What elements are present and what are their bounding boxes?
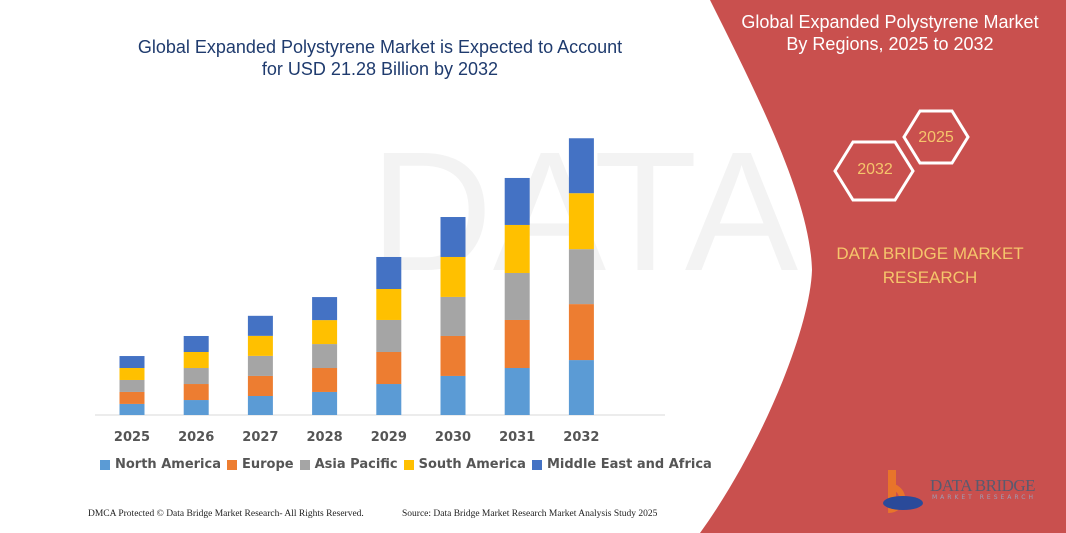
footer-source: Source: Data Bridge Market Research Mark… (402, 509, 658, 519)
x-tick-2027: 2027 (242, 430, 278, 445)
chart-title-line2: for USD 21.28 Billion by 2032 (261, 59, 499, 79)
chart-legend: North America Europe Asia Pacific South Ame… (100, 457, 712, 472)
legend-swatch (299, 459, 310, 470)
legend-label: Europe (242, 457, 294, 472)
bar-2028-asia-pacific (312, 344, 338, 369)
bar-2026-middle-east-and-africa (183, 335, 209, 352)
chart-title: Global Expanded Polystyrene Market is Ex… (100, 36, 660, 80)
x-tick-2025: 2025 (114, 430, 150, 445)
bar-2025-south-america (119, 368, 145, 380)
hex-2025-label: 2025 (918, 129, 954, 146)
bar-2026-south-america (183, 351, 209, 369)
bar-2027-asia-pacific (247, 355, 273, 376)
bar-2029-middle-east-and-africa (376, 256, 402, 289)
panel-title: Global Expanded Polystyrene Market By Re… (725, 11, 1055, 55)
bar-2025-asia-pacific (119, 379, 145, 392)
x-tick-2028: 2028 (307, 430, 343, 445)
bar-2030-north-america (440, 375, 466, 415)
bar-2026-asia-pacific (183, 368, 209, 385)
bar-2030-asia-pacific (440, 296, 466, 336)
bar-2031-north-america (504, 368, 530, 415)
hex-2032-label: 2032 (857, 161, 893, 178)
bar-2028-north-america (312, 391, 338, 415)
bar-2032-north-america (568, 360, 594, 415)
bar-2029-asia-pacific (376, 319, 402, 352)
brand-line1: DATA BRIDGE MARKET (836, 244, 1024, 263)
bar-2026-north-america (183, 400, 209, 415)
legend-swatch (531, 459, 542, 470)
legend-label: South America (418, 457, 526, 472)
x-tick-2026: 2026 (178, 430, 214, 445)
legend-item: South America (403, 457, 526, 472)
bar-2029-north-america (376, 384, 402, 415)
x-tick-2029: 2029 (371, 430, 407, 445)
bar-2031-europe (504, 319, 530, 369)
bar-2029-europe (376, 351, 402, 385)
bar-2031-south-america (504, 224, 530, 273)
bar-2027-north-america (247, 395, 273, 415)
chart-bars (119, 138, 594, 415)
panel-title-line2: By Regions, 2025 to 2032 (786, 34, 994, 54)
logo-icon (883, 470, 923, 513)
footer-copyright: DMCA Protected © Data Bridge Market Rese… (88, 509, 364, 519)
legend-label: North America (115, 457, 221, 472)
bar-2028-europe (312, 368, 338, 392)
bar-2031-middle-east-and-africa (504, 177, 530, 225)
brand-line2: RESEARCH (882, 268, 978, 287)
bar-2027-middle-east-and-africa (247, 315, 273, 336)
bar-2032-europe (568, 304, 594, 361)
logo-text: DATA BRIDGE (930, 476, 1036, 495)
legend-item: Middle East and Africa (531, 457, 712, 472)
x-tick-2030: 2030 (435, 430, 471, 445)
bar-2025-europe (119, 391, 145, 404)
bar-2029-south-america (376, 288, 402, 320)
legend-item: Asia Pacific (299, 457, 398, 472)
bar-2027-south-america (247, 335, 273, 356)
legend-swatch (100, 459, 110, 470)
bar-2028-middle-east-and-africa (312, 297, 338, 321)
legend-item: Europe (227, 457, 294, 472)
hex-2032-shape (833, 140, 915, 202)
bar-2027-europe (247, 375, 273, 396)
bar-2028-south-america (312, 320, 338, 345)
brand-text: DATA BRIDGE MARKET RESEARCH (820, 242, 1040, 290)
bar-2030-europe (440, 335, 466, 376)
bar-2032-south-america (568, 193, 594, 250)
chart-title-line1: Global Expanded Polystyrene Market is Ex… (137, 37, 623, 57)
bar-2032-middle-east-and-africa (568, 138, 594, 194)
legend-label: Asia Pacific (314, 457, 398, 472)
legend-label: Middle East and Africa (546, 457, 712, 472)
x-tick-2032: 2032 (563, 430, 599, 445)
x-tick-labels: 2025 2026 2027 2028 2029 2030 2031 2032 (114, 430, 600, 445)
bar-2030-south-america (440, 256, 466, 297)
bar-2025-north-america (119, 403, 145, 415)
bar-2031-asia-pacific (504, 272, 530, 320)
bar-2025-middle-east-and-africa (119, 356, 145, 369)
logo-subtext: MARKET RESEARCH (932, 494, 1036, 501)
legend-swatch (403, 459, 414, 470)
bar-2032-asia-pacific (568, 249, 594, 305)
bar-2026-europe (183, 384, 209, 401)
panel-title-line1: Global Expanded Polystyrene Market (741, 12, 1039, 32)
right-panel-bg (700, 0, 1066, 533)
legend-swatch (227, 459, 237, 470)
x-tick-2031: 2031 (499, 430, 535, 445)
hex-2025-shape (902, 109, 970, 165)
bar-2030-middle-east-and-africa (440, 217, 466, 257)
legend-item: North America (100, 457, 221, 472)
